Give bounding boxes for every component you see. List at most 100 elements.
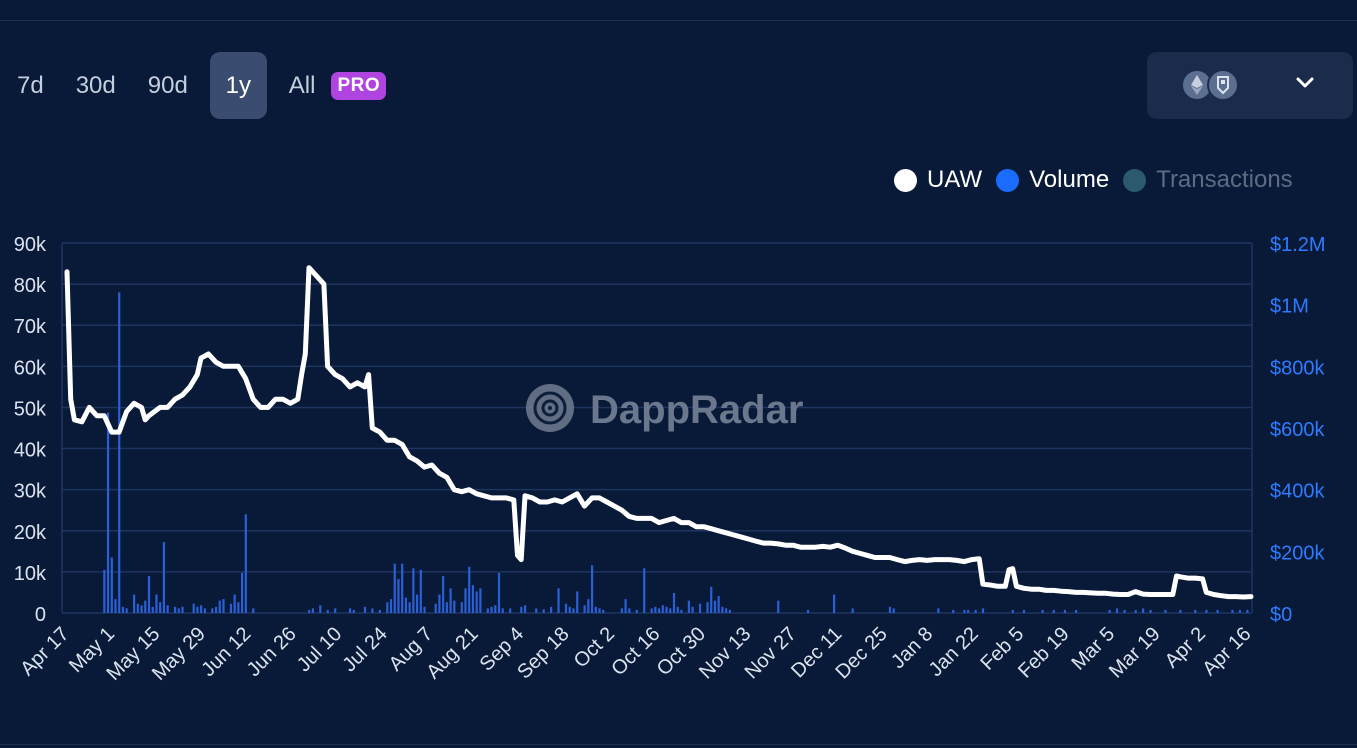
volume-bar [173,606,177,613]
volume-bar [620,608,623,613]
volume-bar [181,606,184,613]
volume-bar [1216,609,1219,613]
volume-bar [166,605,169,613]
range-30d-button[interactable]: 30d [75,72,116,99]
volume-bar [583,605,586,613]
chevron-down-icon [1296,77,1314,88]
volume-bar [218,600,221,613]
volume-bar [654,606,657,613]
volume-bar [981,608,985,613]
volume-bar [550,606,553,613]
volume-bar [159,602,162,613]
legend-volume-label: Volume [1029,166,1110,193]
volume-bar [136,603,139,613]
x-tick-label: Jul 24 [338,623,391,676]
volume-bar [665,606,668,613]
volume-bar [974,609,977,613]
volume-bar [650,608,653,613]
left-tick-label: 0 [35,604,46,626]
legend-uaw[interactable]: UAW [894,166,982,194]
volume-bar [672,592,676,613]
volume-bar [1134,609,1137,613]
volume-bar [162,542,166,613]
left-tick-label: 90k [14,234,47,256]
left-tick-label: 80k [14,275,47,297]
range-all-button[interactable]: All [288,72,316,99]
volume-bar [1179,609,1182,613]
volume-bar [378,609,381,613]
volume-bar [106,412,110,613]
volume-bar [1022,609,1026,613]
volume-bar [888,606,892,613]
dappradar-watermark: DappRadar [526,384,803,432]
right-tick-label: $800k [1270,357,1325,379]
volume-bar [203,608,206,613]
dappradar-logo-icon [526,384,574,432]
legend-transactions-label: Transactions [1156,166,1293,193]
volume-bar [680,609,683,613]
volume-bar [1115,608,1119,613]
x-tick-label: Oct 16 [607,623,664,680]
range-1y-button[interactable]: 1y [209,52,267,119]
right-tick-label: $1.2M [1270,234,1326,256]
x-tick-label: Sep 18 [513,623,573,683]
volume-bar [698,603,702,613]
range-90d-button[interactable]: 90d [147,72,188,99]
volume-bar [308,609,311,613]
volume-bar [542,609,545,613]
right-tick-label: $1M [1270,296,1309,318]
volume-bar [103,569,106,613]
chain-icons [1181,69,1241,103]
volume-bar [1075,609,1078,613]
range-7d-button[interactable]: 7d [17,72,44,99]
volume-bar [523,605,527,613]
volume-bar [240,572,244,613]
x-tick-label: Feb 19 [1014,623,1074,683]
chain-selector-dropdown[interactable] [1147,52,1353,119]
x-tick-label: Nov 27 [741,623,801,683]
volume-bar [140,605,143,613]
volume-bar [594,606,597,613]
volume-bar [415,594,419,613]
volume-bar [412,568,415,613]
volume-bar [713,600,717,613]
volume-bar [352,609,355,613]
x-tick-label: Aug 21 [422,623,482,683]
legend-volume[interactable]: Volume [996,166,1109,194]
volume-bar [721,606,724,613]
volume-bar [244,514,247,613]
x-tick-label: Mar 19 [1105,623,1165,683]
volume-bar [419,569,422,613]
volume-bar [133,594,136,613]
volume-bar [717,596,720,613]
volume-bar [635,609,638,613]
volume-bar [144,600,147,613]
volume-bar [728,609,731,613]
volume-bar [401,563,404,613]
volume-bar [967,609,970,613]
volume-bar [334,608,337,613]
x-tick-label: Jul 10 [293,623,346,676]
x-tick-label: Jun 26 [243,623,301,681]
volume-bar [214,606,218,613]
volume-bar [676,606,679,613]
transactions-dot-icon [1123,168,1147,192]
volume-bar [602,609,605,613]
volume-bar [1231,609,1234,613]
volume-bar [319,605,322,613]
chart-legend: UAW Volume Transactions [894,166,1307,194]
volume-bar [110,557,113,613]
volume-bar [423,606,426,613]
legend-transactions[interactable]: Transactions [1123,166,1293,194]
volume-bar [564,603,568,613]
legend-uaw-label: UAW [927,166,983,193]
volume-bar [497,572,501,613]
volume-bar [449,588,452,613]
volume-bar [628,608,631,613]
volume-bar [114,599,117,613]
volume-bar [1246,609,1249,613]
volume-bar [311,608,314,613]
volume-bar [393,563,396,613]
pro-badge[interactable]: PRO [331,71,387,100]
